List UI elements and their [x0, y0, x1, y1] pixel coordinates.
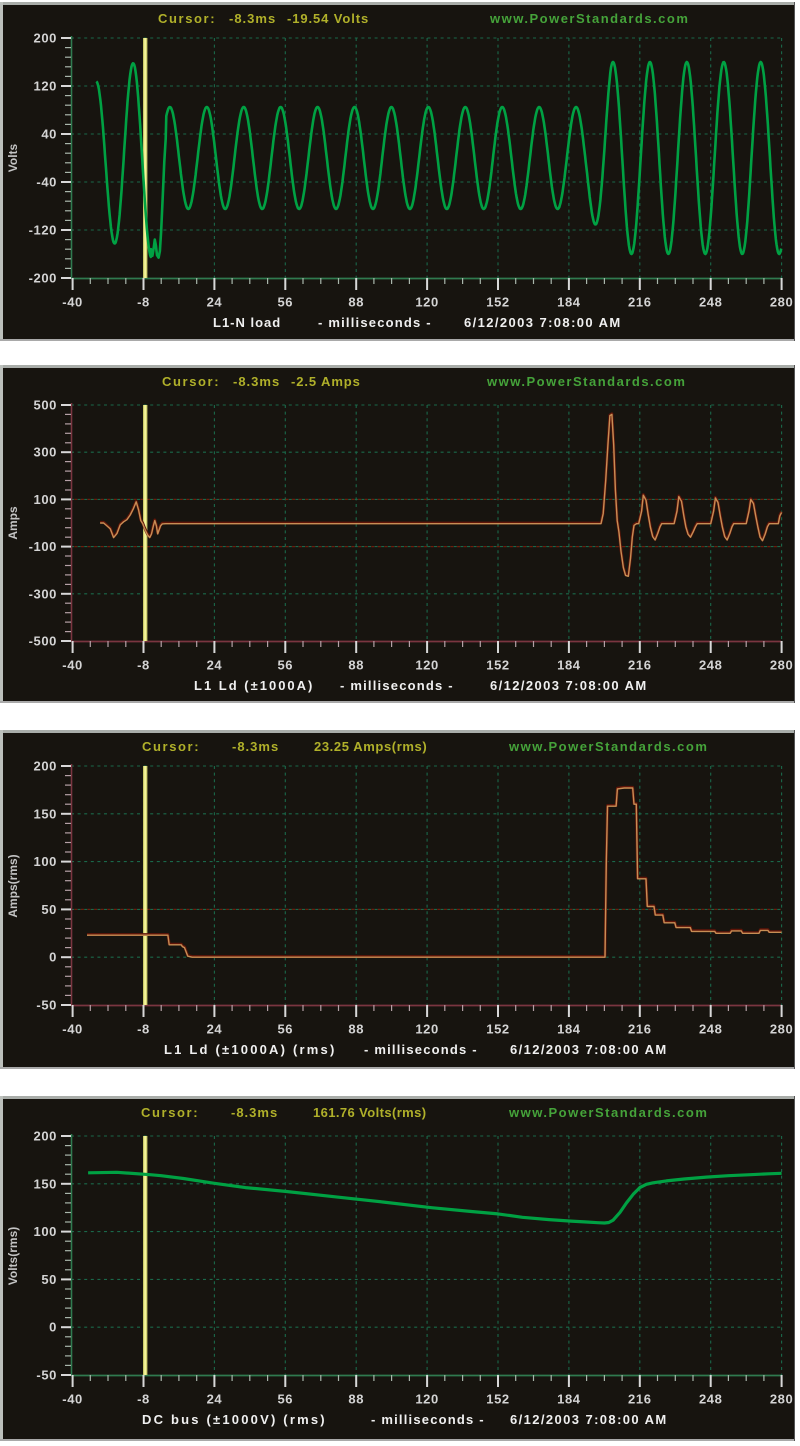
svg-text:280: 280 — [770, 1392, 794, 1407]
svg-text:300: 300 — [34, 445, 58, 460]
svg-text:184: 184 — [557, 1392, 581, 1407]
svg-text:200: 200 — [34, 759, 58, 774]
svg-text:-8: -8 — [137, 1392, 150, 1407]
svg-text:150: 150 — [34, 1176, 58, 1191]
svg-text:184: 184 — [557, 1022, 581, 1037]
svg-text:Volts: Volts — [6, 143, 20, 172]
svg-text:152: 152 — [486, 1392, 510, 1407]
svg-text:184: 184 — [557, 658, 581, 673]
svg-text:152: 152 — [486, 658, 510, 673]
svg-text:24: 24 — [207, 1392, 223, 1407]
svg-text:100: 100 — [34, 854, 58, 869]
svg-text:100: 100 — [34, 492, 58, 507]
svg-text:88: 88 — [348, 658, 364, 673]
svg-text:120: 120 — [415, 1392, 439, 1407]
svg-text:www.PowerStandards.com: www.PowerStandards.com — [489, 11, 689, 26]
svg-text:-300: -300 — [29, 586, 57, 601]
svg-text:-50: -50 — [36, 998, 57, 1013]
svg-text:280: 280 — [770, 658, 794, 673]
svg-text:6/12/2003 7:08:00 AM: 6/12/2003 7:08:00 AM — [490, 678, 648, 693]
svg-text:-40: -40 — [62, 1392, 83, 1407]
svg-text:24: 24 — [207, 658, 223, 673]
svg-text:120: 120 — [34, 79, 58, 94]
svg-text:-40: -40 — [62, 295, 83, 310]
svg-text:184: 184 — [557, 295, 581, 310]
svg-text:150: 150 — [34, 806, 58, 821]
svg-text:-120: -120 — [29, 223, 57, 238]
svg-text:-40: -40 — [36, 175, 57, 190]
svg-text:Cursor:-8.3ms-2.5 Amps: Cursor: -8.3ms -2.5 Amps — [162, 374, 361, 389]
svg-text:- milliseconds -: - milliseconds - — [364, 1042, 478, 1057]
svg-text:280: 280 — [770, 1022, 794, 1037]
svg-text:6/12/2003 7:08:00 AM: 6/12/2003 7:08:00 AM — [464, 315, 622, 330]
svg-text:0: 0 — [49, 950, 57, 965]
svg-text:56: 56 — [277, 1022, 293, 1037]
svg-text:152: 152 — [486, 1022, 510, 1037]
svg-text:100: 100 — [34, 1224, 58, 1239]
svg-text:L1 Ld (±1000A): L1 Ld (±1000A) — [194, 678, 314, 693]
svg-text:- milliseconds -: - milliseconds - — [340, 678, 454, 693]
svg-text:6/12/2003 7:08:00 AM: 6/12/2003 7:08:00 AM — [510, 1042, 668, 1057]
svg-text:152: 152 — [486, 295, 510, 310]
svg-text:200: 200 — [34, 1129, 58, 1144]
svg-text:88: 88 — [348, 1392, 364, 1407]
svg-text:248: 248 — [699, 1022, 723, 1037]
svg-text:280: 280 — [770, 295, 794, 310]
svg-text:L1 Ld (±1000A) (rms): L1 Ld (±1000A) (rms) — [164, 1042, 337, 1057]
svg-text:50: 50 — [41, 1272, 57, 1287]
svg-text:24: 24 — [207, 295, 223, 310]
svg-text:248: 248 — [699, 295, 723, 310]
svg-text:www.PowerStandards.com: www.PowerStandards.com — [508, 739, 708, 754]
svg-text:56: 56 — [277, 658, 293, 673]
svg-text:120: 120 — [415, 295, 439, 310]
svg-text:-8: -8 — [137, 295, 150, 310]
svg-text:40: 40 — [41, 127, 57, 142]
svg-text:www.PowerStandards.com: www.PowerStandards.com — [486, 374, 686, 389]
svg-text:56: 56 — [277, 295, 293, 310]
svg-text:-50: -50 — [36, 1368, 57, 1383]
svg-text:L1-N load: L1-N load — [213, 315, 281, 330]
svg-text:56: 56 — [277, 1392, 293, 1407]
svg-text:120: 120 — [415, 1022, 439, 1037]
svg-text:216: 216 — [628, 1392, 652, 1407]
svg-text:-8: -8 — [137, 658, 150, 673]
svg-text:216: 216 — [628, 658, 652, 673]
svg-text:Volts(rms): Volts(rms) — [6, 1227, 20, 1285]
svg-text:6/12/2003 7:08:00 AM: 6/12/2003 7:08:00 AM — [510, 1412, 668, 1427]
svg-text:0: 0 — [49, 1320, 57, 1335]
svg-text:216: 216 — [628, 295, 652, 310]
svg-text:88: 88 — [348, 295, 364, 310]
svg-text:-200: -200 — [29, 271, 57, 286]
svg-text:- milliseconds -: - milliseconds - — [318, 315, 432, 330]
svg-text:200: 200 — [34, 31, 58, 46]
svg-text:120: 120 — [415, 658, 439, 673]
svg-text:www.PowerStandards.com: www.PowerStandards.com — [508, 1105, 708, 1120]
svg-text:50: 50 — [41, 902, 57, 917]
svg-text:500: 500 — [34, 398, 58, 413]
svg-text:216: 216 — [628, 1022, 652, 1037]
svg-text:248: 248 — [699, 1392, 723, 1407]
svg-text:Amps: Amps — [6, 506, 20, 540]
svg-text:Amps(rms): Amps(rms) — [6, 854, 20, 917]
svg-text:-40: -40 — [62, 658, 83, 673]
svg-text:24: 24 — [207, 1022, 223, 1037]
svg-text:-100: -100 — [29, 539, 57, 554]
svg-text:-500: -500 — [29, 634, 57, 649]
svg-text:- milliseconds -: - milliseconds - — [371, 1412, 485, 1427]
svg-text:Cursor:-8.3ms-19.54 Volts: Cursor: -8.3ms -19.54 Volts — [158, 11, 369, 26]
svg-text:DC bus (±1000V) (rms): DC bus (±1000V) (rms) — [142, 1412, 327, 1427]
svg-text:-40: -40 — [62, 1022, 83, 1037]
svg-text:248: 248 — [699, 658, 723, 673]
svg-text:-8: -8 — [137, 1022, 150, 1037]
svg-text:88: 88 — [348, 1022, 364, 1037]
